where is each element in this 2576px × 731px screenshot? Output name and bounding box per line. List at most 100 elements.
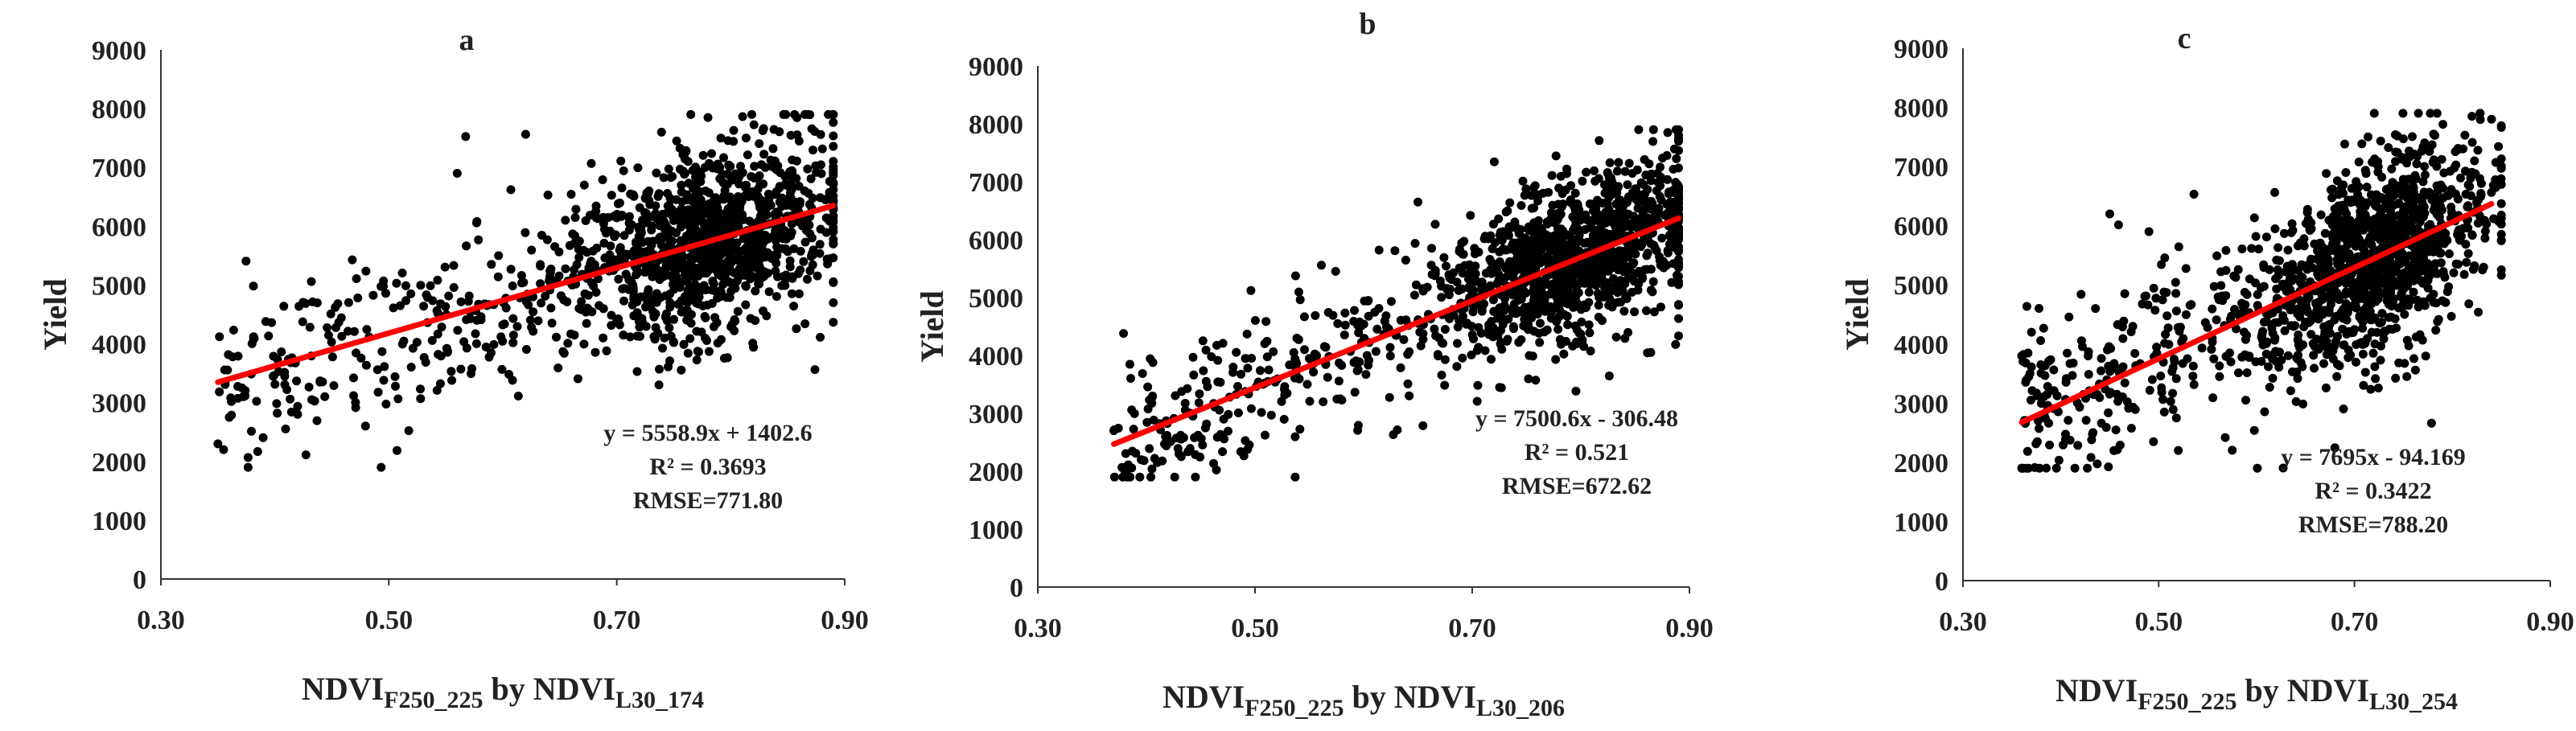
- data-point: [389, 303, 398, 313]
- data-point: [2387, 164, 2397, 174]
- data-point: [2168, 405, 2178, 414]
- data-point: [2253, 463, 2262, 473]
- data-point: [1649, 240, 1659, 250]
- data-point: [1442, 261, 1451, 271]
- data-point: [826, 253, 836, 263]
- data-point: [759, 150, 769, 159]
- data-point: [559, 295, 569, 305]
- data-point: [2437, 154, 2446, 164]
- data-point: [2073, 441, 2083, 450]
- data-point: [708, 277, 718, 287]
- data-point: [508, 376, 517, 385]
- data-point: [1246, 285, 1256, 295]
- data-point: [1477, 303, 1487, 313]
- data-point: [2138, 299, 2147, 309]
- data-point: [2406, 295, 2416, 305]
- data-point: [2391, 157, 2401, 166]
- data-point: [2084, 370, 2093, 379]
- fit-annotation-line: y = 5558.9x + 1402.6: [603, 420, 812, 446]
- x-tick-label: 0.90: [2526, 607, 2574, 637]
- data-point: [660, 333, 669, 343]
- data-point: [1390, 246, 1400, 256]
- data-point: [228, 326, 238, 335]
- data-point: [1440, 325, 1450, 334]
- data-point: [508, 331, 518, 340]
- data-point: [1385, 343, 1395, 352]
- data-point: [1516, 294, 1526, 304]
- data-point: [1598, 316, 1607, 326]
- data-point: [1674, 331, 1683, 341]
- data-point: [2410, 365, 2420, 375]
- data-point: [308, 297, 318, 306]
- data-point: [1495, 257, 1504, 266]
- data-point: [2375, 216, 2385, 225]
- data-point: [1452, 277, 1462, 287]
- data-point: [1233, 408, 1243, 417]
- data-point: [2107, 361, 2117, 371]
- data-point: [747, 271, 757, 281]
- data-point: [2384, 221, 2393, 231]
- data-point: [2446, 166, 2455, 176]
- data-point: [769, 125, 779, 134]
- data-point: [1359, 319, 1368, 329]
- data-point: [759, 124, 768, 133]
- data-point: [669, 314, 679, 324]
- data-point: [1674, 146, 1683, 155]
- data-point: [2270, 224, 2280, 233]
- data-point: [725, 260, 735, 269]
- data-point: [1361, 370, 1371, 380]
- data-point: [1512, 285, 1521, 294]
- data-point: [1581, 261, 1590, 270]
- data-point: [1183, 447, 1193, 457]
- x-axis-label-main: NDVI: [302, 671, 384, 707]
- data-point: [791, 204, 800, 214]
- data-point: [270, 380, 280, 389]
- data-point: [2313, 246, 2322, 256]
- data-point: [550, 242, 560, 252]
- data-point: [2356, 211, 2365, 220]
- data-point: [1672, 154, 1681, 163]
- data-point: [2412, 159, 2422, 169]
- data-point: [471, 329, 480, 339]
- data-point: [2421, 351, 2430, 361]
- data-point: [2023, 446, 2032, 456]
- data-point: [1147, 392, 1157, 402]
- data-point: [2162, 288, 2171, 298]
- data-point: [1659, 263, 1669, 273]
- data-point: [1540, 327, 1549, 337]
- data-point: [1605, 208, 1615, 218]
- data-point: [379, 281, 389, 291]
- data-point: [677, 255, 687, 265]
- data-point: [1458, 353, 1467, 363]
- data-point: [579, 180, 589, 190]
- data-point: [2375, 231, 2384, 240]
- data-point: [2360, 166, 2370, 175]
- data-point: [2440, 273, 2450, 282]
- data-point: [2295, 277, 2305, 287]
- data-point: [2370, 339, 2380, 349]
- data-point: [2315, 239, 2324, 248]
- data-point: [329, 381, 339, 390]
- data-point: [2376, 318, 2386, 327]
- data-point: [633, 163, 643, 173]
- data-point: [2212, 315, 2221, 325]
- data-point: [570, 331, 579, 340]
- data-point: [1595, 136, 1604, 146]
- data-point: [497, 364, 507, 374]
- data-point: [1646, 285, 1656, 295]
- data-point: [2444, 282, 2454, 292]
- x-axis-label: NDVIF250_225 by NDVIL30_206: [1162, 679, 1565, 721]
- data-point: [1643, 348, 1652, 358]
- data-point: [2221, 245, 2231, 255]
- data-point: [1418, 286, 1428, 296]
- data-point: [772, 292, 781, 302]
- trendline: [2018, 200, 2495, 425]
- data-point: [471, 339, 481, 348]
- data-point: [2270, 187, 2279, 197]
- data-point: [621, 270, 631, 280]
- data-point: [2298, 240, 2308, 249]
- data-point: [435, 379, 445, 388]
- data-point: [1527, 203, 1537, 213]
- data-point: [272, 399, 282, 409]
- data-point: [615, 243, 625, 253]
